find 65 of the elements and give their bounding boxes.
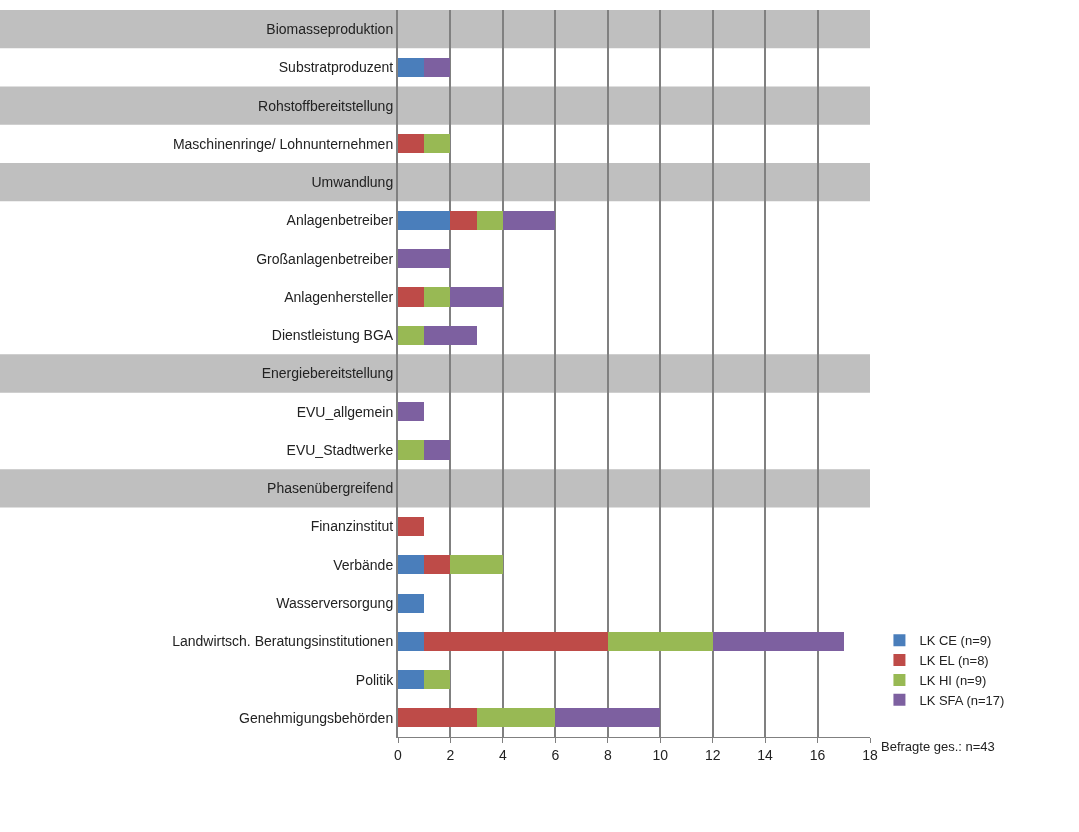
- bar: [424, 57, 451, 77]
- text: Befragte ges.: n=43: [881, 739, 995, 754]
- y-tick-label: Wasserversorgung: [276, 594, 394, 611]
- bar: [398, 325, 425, 345]
- bar: [398, 287, 425, 307]
- bar: [712, 631, 844, 651]
- x-tick-label: 14: [757, 746, 774, 763]
- y-tick-label: Politik: [355, 671, 395, 688]
- y-tick-label: Maschinenringe/ Lohnunternehmen: [172, 135, 394, 152]
- y-tick-label: Rohstoffbereitstellung: [258, 97, 394, 114]
- legend-label: LK HI (n=9): [919, 673, 987, 689]
- bar: [424, 134, 451, 154]
- bar: [398, 631, 425, 651]
- bar: [398, 134, 425, 154]
- bar: [555, 708, 661, 728]
- y-tick-label: Verbände: [333, 556, 394, 573]
- y-tick-label: Großanlagenbetreiber: [256, 250, 394, 267]
- bar: [398, 57, 425, 77]
- bar: [398, 440, 425, 460]
- y-tick-label: Dienstleistung BGA: [271, 327, 394, 344]
- bar: [424, 670, 451, 690]
- x-tick-label: 10: [652, 746, 669, 763]
- bar: [424, 287, 451, 307]
- legend-label: LK SFA (n=17): [919, 692, 1005, 708]
- y-tick-label: Energiebereitstellung: [261, 365, 394, 382]
- y-tick-label: Landwirtsch. Beratungsinstitutionen: [172, 633, 394, 650]
- y-tick-label: Genehmigungsbehörden: [239, 709, 394, 726]
- legend-label: LK EL (n=8): [919, 653, 989, 669]
- bar: [398, 555, 425, 575]
- bar: [398, 210, 451, 231]
- bar: [424, 631, 608, 651]
- bar: [398, 708, 477, 728]
- x-tick-label: 0: [394, 746, 403, 763]
- bar: [424, 555, 451, 575]
- y-tick-label: Biomasseproduktion: [266, 21, 394, 38]
- bar: [450, 287, 503, 307]
- bar: [476, 210, 503, 231]
- x-tick-label: 2: [446, 746, 455, 763]
- x-tick-label: 18: [862, 746, 878, 763]
- bar: [424, 325, 477, 345]
- x-tick-label: 6: [551, 746, 560, 763]
- bar: [424, 440, 451, 460]
- x-tick-label: 16: [809, 746, 826, 763]
- bar: [476, 708, 556, 728]
- legend-label: LK CE (n=9): [919, 633, 992, 649]
- y-tick-label: Anlagenhersteller: [284, 288, 394, 305]
- bar: [398, 402, 425, 422]
- bar: [502, 210, 556, 231]
- bar: [450, 210, 477, 231]
- bar: [398, 516, 425, 537]
- y-tick-label: Anlagenbetreiber: [286, 212, 394, 229]
- bar: [398, 670, 425, 690]
- y-tick-label: Finanzinstitut: [310, 518, 394, 535]
- y-tick-label: EVU_allgemein: [296, 403, 394, 420]
- bar: [607, 631, 713, 651]
- y-tick-label: Substratproduzent: [278, 59, 394, 76]
- x-tick-label: 12: [704, 746, 721, 763]
- y-tick-label: EVU_Stadtwerke: [286, 441, 394, 458]
- bar: [450, 555, 503, 575]
- bar: [398, 593, 425, 613]
- y-tick-label: Umwandlung: [311, 174, 394, 191]
- bar: [398, 249, 451, 269]
- x-tick-label: 4: [498, 746, 507, 763]
- y-tick-label: Phasenübergreifend: [267, 480, 394, 497]
- x-tick-label: 8: [603, 746, 612, 763]
